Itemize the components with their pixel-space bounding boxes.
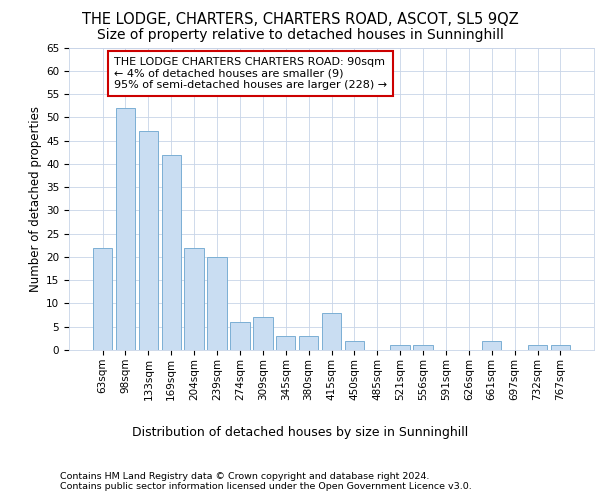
Bar	[253, 318, 272, 350]
Bar	[230, 322, 250, 350]
Bar	[299, 336, 319, 350]
Y-axis label: Number of detached properties: Number of detached properties	[29, 106, 42, 292]
Bar	[116, 108, 135, 350]
Bar	[322, 313, 341, 350]
Text: Contains public sector information licensed under the Open Government Licence v3: Contains public sector information licen…	[60, 482, 472, 491]
Text: Distribution of detached houses by size in Sunninghill: Distribution of detached houses by size …	[132, 426, 468, 439]
Text: THE LODGE CHARTERS CHARTERS ROAD: 90sqm
← 4% of detached houses are smaller (9)
: THE LODGE CHARTERS CHARTERS ROAD: 90sqm …	[114, 57, 387, 90]
Bar	[276, 336, 295, 350]
Bar	[551, 346, 570, 350]
Bar	[161, 154, 181, 350]
Text: Size of property relative to detached houses in Sunninghill: Size of property relative to detached ho…	[97, 28, 503, 42]
Bar	[482, 340, 502, 350]
Bar	[208, 257, 227, 350]
Bar	[139, 132, 158, 350]
Bar	[528, 346, 547, 350]
Text: Contains HM Land Registry data © Crown copyright and database right 2024.: Contains HM Land Registry data © Crown c…	[60, 472, 430, 481]
Bar	[391, 346, 410, 350]
Bar	[413, 346, 433, 350]
Bar	[93, 248, 112, 350]
Bar	[184, 248, 204, 350]
Text: THE LODGE, CHARTERS, CHARTERS ROAD, ASCOT, SL5 9QZ: THE LODGE, CHARTERS, CHARTERS ROAD, ASCO…	[82, 12, 518, 28]
Bar	[344, 340, 364, 350]
